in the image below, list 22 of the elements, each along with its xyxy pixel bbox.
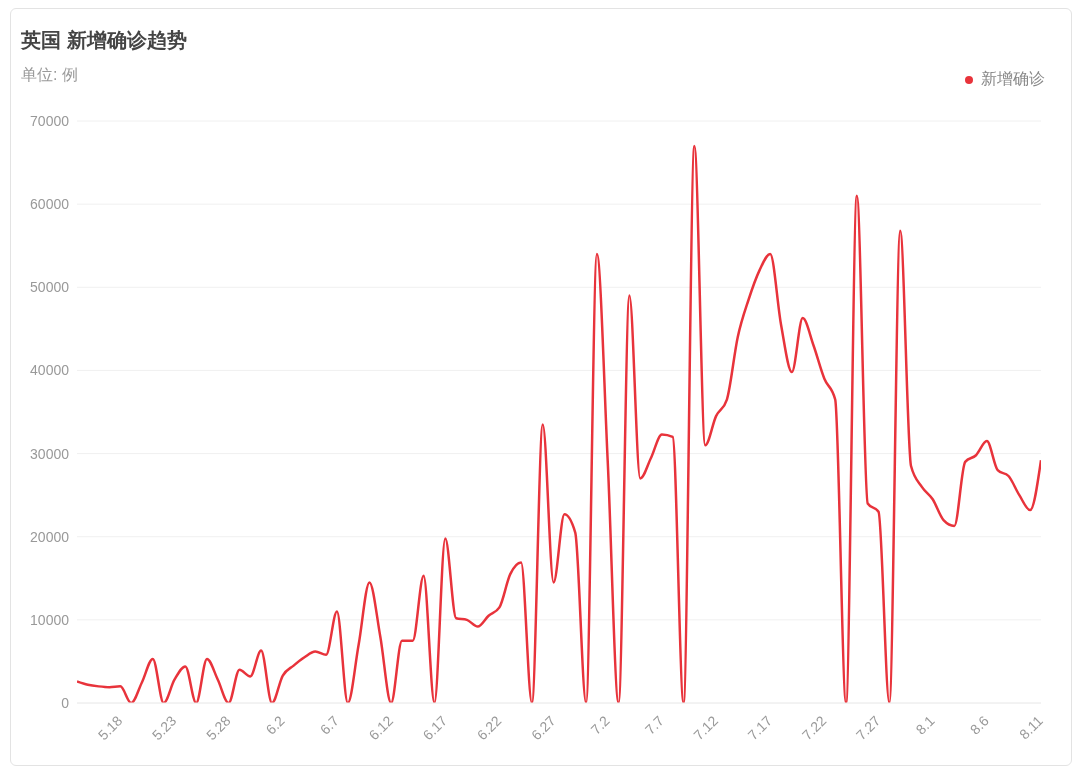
x-tick-label: 8.6 — [966, 712, 992, 738]
y-tick-label: 50000 — [30, 279, 70, 296]
x-tick-label: 7.22 — [798, 712, 830, 744]
y-tick-label: 20000 — [30, 528, 70, 545]
x-tick-label: 6.7 — [316, 712, 343, 738]
x-tick-label: 7.2 — [587, 712, 613, 738]
x-tick-label: 8.1 — [912, 712, 938, 738]
y-tick-label: 70000 — [30, 112, 70, 129]
chart-title: 英国 新增确诊趋势 — [21, 28, 187, 53]
x-tick-label: 6.2 — [262, 712, 288, 738]
x-tick-label: 8.11 — [1016, 712, 1047, 743]
x-tick-label: 7.7 — [641, 712, 667, 738]
x-tick-label: 7.12 — [690, 712, 722, 744]
y-tick-label: 0 — [61, 694, 70, 711]
line-series — [77, 144, 1041, 703]
y-tick-label: 30000 — [30, 445, 70, 462]
y-tick-label: 40000 — [30, 362, 70, 379]
legend-label: 新增确诊 — [981, 69, 1045, 89]
x-tick-label: 7.27 — [852, 712, 884, 744]
chart-subtitle: 单位: 例 — [21, 65, 78, 85]
y-tick-label: 10000 — [30, 611, 70, 628]
y-tick-label: 60000 — [30, 196, 70, 213]
